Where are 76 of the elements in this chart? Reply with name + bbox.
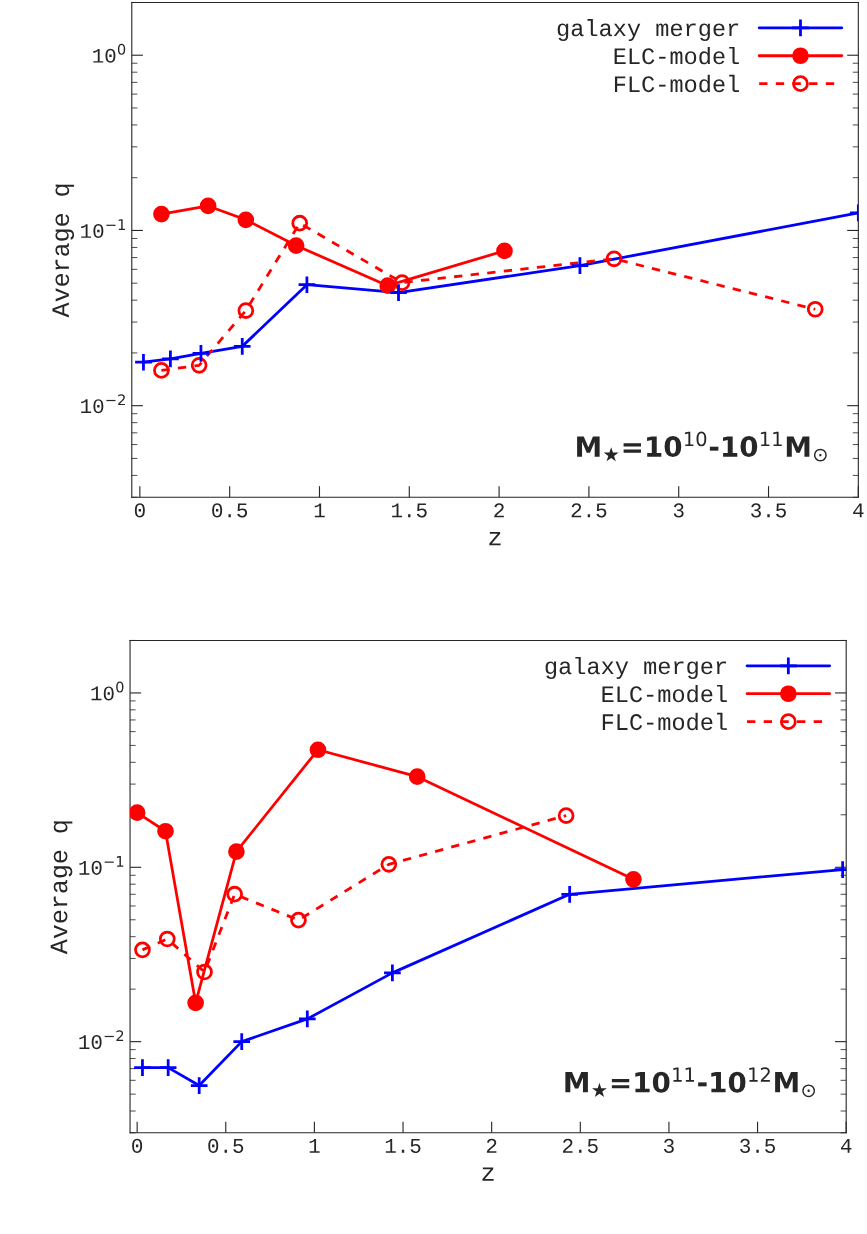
legend-label: galaxy merger xyxy=(557,19,739,42)
point xyxy=(297,1009,318,1029)
point xyxy=(237,302,255,319)
legend-label: galaxy merger xyxy=(545,656,726,679)
point xyxy=(408,768,426,785)
point xyxy=(190,356,208,374)
x-tick-label: 3 xyxy=(673,503,684,518)
y-tick-label: 10$^{0}$ xyxy=(91,681,124,701)
legend-label: ELC-model xyxy=(614,46,739,65)
x-tick-label: 0.5 xyxy=(208,1138,244,1153)
x-tick-label: 1.5 xyxy=(385,1139,421,1153)
point xyxy=(157,822,174,840)
point xyxy=(559,884,580,905)
x-tick-label: 0 xyxy=(132,1138,143,1153)
point xyxy=(153,205,170,223)
point xyxy=(130,804,146,821)
x-tick-label: 1 xyxy=(309,1139,320,1153)
point xyxy=(133,352,154,372)
x-axis-title: z xyxy=(482,1167,494,1181)
point xyxy=(232,1031,252,1052)
point xyxy=(132,1057,153,1078)
y-axis-title: Average q xyxy=(52,184,75,318)
point xyxy=(557,807,575,824)
x-tick-label: 0 xyxy=(134,503,145,518)
point xyxy=(570,255,590,276)
point xyxy=(496,242,513,260)
legend-label: FLC-model xyxy=(614,74,739,93)
x-tick-label: 4 xyxy=(840,1139,852,1153)
y-tick-label: 10$^{−1}$ xyxy=(79,856,124,875)
point xyxy=(153,362,170,379)
point xyxy=(380,855,398,873)
annotation: M$_{★}$=10$^{11}$-10$^{12}$M$_{⊙}$ xyxy=(565,1067,815,1098)
y-tick-label: 10$^{−2}$ xyxy=(79,1030,124,1050)
x-tick-label: 3.5 xyxy=(751,503,786,518)
legend-label: ELC-model xyxy=(602,684,727,703)
y-tick-label: 10$^{−1}$ xyxy=(81,219,125,239)
x-axis-title: z xyxy=(489,532,501,546)
point xyxy=(309,741,327,759)
point xyxy=(388,282,409,303)
x-tick-label: 2 xyxy=(494,503,504,518)
point xyxy=(806,300,824,318)
point xyxy=(237,211,255,229)
point xyxy=(297,275,317,295)
point xyxy=(189,1075,209,1096)
point xyxy=(287,237,305,254)
point xyxy=(232,336,252,357)
point xyxy=(191,343,211,364)
point xyxy=(158,1057,178,1078)
x-tick-label: 1.5 xyxy=(392,503,427,518)
point xyxy=(196,963,213,981)
point xyxy=(625,870,642,888)
point xyxy=(199,197,217,215)
x-tick-label: 2.5 xyxy=(563,1138,598,1153)
point xyxy=(605,250,623,268)
point xyxy=(291,214,309,232)
point xyxy=(226,885,243,903)
point xyxy=(158,930,176,948)
y-axis-title: Average q xyxy=(50,821,73,955)
point xyxy=(187,994,204,1012)
x-tick-label: 0.5 xyxy=(212,503,248,518)
x-tick-label: 3 xyxy=(663,1138,674,1153)
legend-label: FLC-model xyxy=(602,712,727,731)
point xyxy=(382,963,403,983)
point xyxy=(160,349,181,369)
y-tick-label: 10$^{0}$ xyxy=(93,43,126,63)
x-tick-label: 3.5 xyxy=(740,1138,775,1153)
x-tick-label: 4 xyxy=(853,503,864,518)
point xyxy=(134,941,151,959)
point xyxy=(290,911,307,929)
x-tick-label: 2 xyxy=(486,1138,497,1153)
annotation: M$_{★}$=10$^{10}$-10$^{11}$M$_{⊙}$ xyxy=(577,431,827,462)
point xyxy=(228,843,245,860)
y-tick-label: 10$^{−2}$ xyxy=(81,394,125,414)
point xyxy=(379,277,397,295)
x-tick-label: 1 xyxy=(314,503,325,518)
x-tick-label: 2.5 xyxy=(571,503,607,518)
